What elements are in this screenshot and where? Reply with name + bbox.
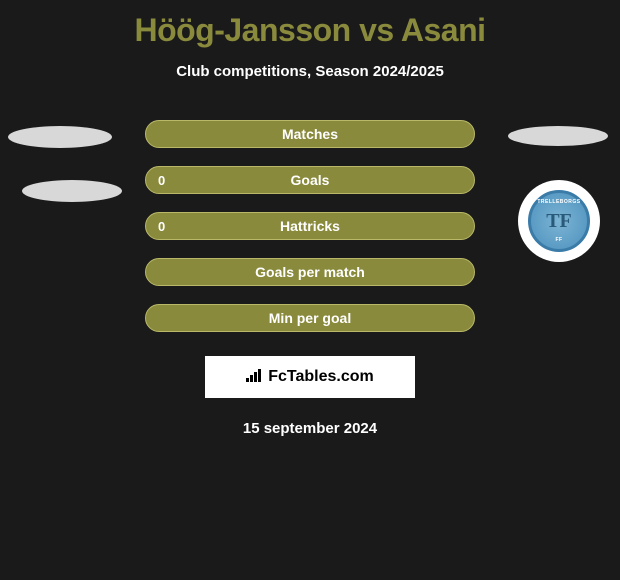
badge-top-text: TRELLEBORGS [537,199,580,205]
club-badge: TRELLEBORGS TF FF [518,180,600,262]
stat-label: Goals per match [255,264,365,280]
stat-bar-matches: Matches [145,120,475,148]
right-avatar-placeholder [508,126,608,146]
stat-label: Hattricks [280,218,340,234]
badge-inner-circle: TRELLEBORGS TF FF [528,190,590,252]
page-subtitle: Club competitions, Season 2024/2025 [0,63,620,80]
stat-label: Goals [291,172,330,188]
left-avatar-placeholder-2 [22,180,122,202]
badge-monogram: TF [546,210,572,233]
stat-label: Matches [282,126,338,142]
stat-value: 0 [158,173,165,188]
left-avatar-placeholder-1 [8,126,112,148]
stat-bar-goals: 0 Goals [145,166,475,194]
stat-bar-hattricks: 0 Hattricks [145,212,475,240]
footer-brand-text: FcTables.com [268,368,374,386]
footer-brand-box: FcTables.com [205,356,415,398]
page-title: Höög-Jansson vs Asani [0,0,620,49]
footer-logo: FcTables.com [246,368,374,387]
badge-bottom-text: FF [555,237,562,243]
chart-icon [246,368,264,387]
stat-bar-goals-per-match: Goals per match [145,258,475,286]
stat-label: Min per goal [269,310,351,326]
stat-bar-min-per-goal: Min per goal [145,304,475,332]
stat-value: 0 [158,219,165,234]
date-text: 15 september 2024 [0,420,620,437]
